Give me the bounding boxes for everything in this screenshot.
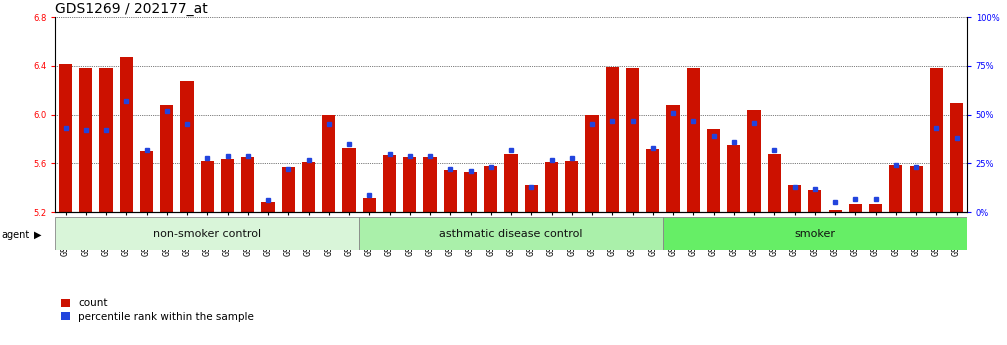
Bar: [363, 198, 376, 212]
Bar: [585, 115, 598, 212]
Text: smoker: smoker: [795, 229, 836, 239]
Bar: [403, 157, 416, 212]
Bar: [100, 68, 113, 212]
Bar: [829, 210, 842, 212]
Bar: [120, 58, 133, 212]
Bar: [80, 68, 93, 212]
Bar: [444, 169, 457, 212]
Bar: [545, 162, 558, 212]
Bar: [342, 148, 355, 212]
Bar: [160, 105, 173, 212]
Bar: [707, 129, 720, 212]
Bar: [359, 217, 663, 250]
Bar: [687, 68, 700, 212]
Bar: [565, 161, 578, 212]
Bar: [262, 203, 275, 212]
Bar: [950, 102, 963, 212]
Bar: [464, 172, 477, 212]
Bar: [180, 81, 193, 212]
Text: non-smoker control: non-smoker control: [153, 229, 262, 239]
Bar: [606, 67, 619, 212]
Bar: [626, 68, 639, 212]
Bar: [929, 68, 943, 212]
Bar: [383, 155, 396, 212]
Bar: [484, 166, 497, 212]
Bar: [809, 190, 822, 212]
Bar: [221, 159, 234, 212]
Text: ▶: ▶: [34, 230, 41, 239]
Bar: [505, 154, 518, 212]
Bar: [282, 167, 295, 212]
Bar: [788, 185, 802, 212]
Bar: [727, 145, 740, 212]
Bar: [667, 105, 680, 212]
Bar: [767, 154, 780, 212]
Bar: [646, 149, 660, 212]
Bar: [140, 151, 153, 212]
Bar: [869, 204, 882, 212]
Bar: [200, 161, 213, 212]
Legend: count, percentile rank within the sample: count, percentile rank within the sample: [60, 298, 254, 322]
Bar: [424, 157, 437, 212]
Bar: [55, 217, 359, 250]
Bar: [889, 165, 902, 212]
Text: asthmatic disease control: asthmatic disease control: [439, 229, 583, 239]
Bar: [849, 204, 862, 212]
Bar: [322, 115, 335, 212]
Bar: [747, 110, 760, 212]
Text: GDS1269 / 202177_at: GDS1269 / 202177_at: [55, 2, 208, 16]
Bar: [59, 63, 73, 212]
Bar: [525, 185, 538, 212]
Bar: [663, 217, 967, 250]
Bar: [302, 162, 315, 212]
Bar: [242, 157, 255, 212]
Bar: [909, 166, 922, 212]
Text: agent: agent: [1, 230, 29, 239]
